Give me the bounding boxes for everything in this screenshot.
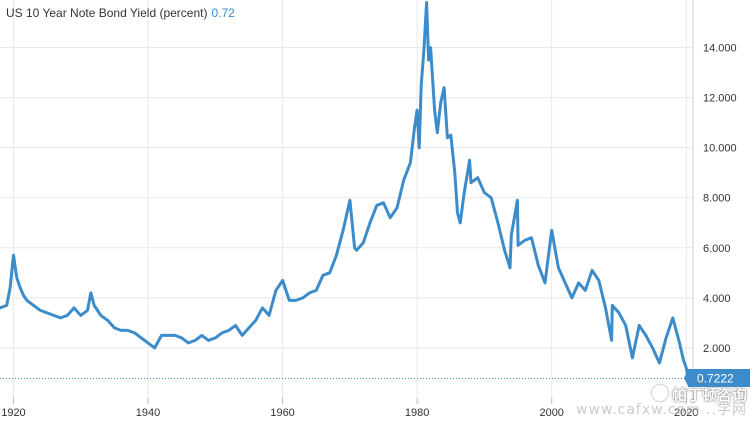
x-tick-label-5: 2020	[674, 407, 698, 419]
y-axis-tick-labels: 2.000 4.000 6.000 8.000 10.000 12.000 14.000	[703, 43, 737, 355]
y-tick-label-0: 2.000	[703, 343, 731, 355]
x-tick-label-4: 2000	[539, 407, 563, 419]
watermark: 帕丁顿咨询 www.cafxw.com ..学网	[576, 384, 747, 419]
y-tick-label-3: 8.000	[703, 193, 731, 205]
y-tick-label-6: 14.000	[703, 43, 737, 55]
y-tick-label-4: 10.000	[703, 143, 737, 155]
chart-series-layer	[0, 1, 690, 382]
x-axis-tick-labels: 1920 1940 1960 1980 2000 2020	[1, 407, 698, 419]
x-tick-label-3: 1980	[405, 407, 429, 419]
x-tick-label-2: 1960	[270, 407, 294, 419]
yield-series-line	[0, 1, 690, 382]
y-tick-label-2: 6.000	[703, 243, 731, 255]
x-tick-label-0: 1920	[1, 407, 25, 419]
watermark-brand: 帕丁顿咨询	[576, 384, 747, 404]
y-tick-label-5: 12.000	[703, 93, 737, 105]
chart-title: US 10 Year Note Bond Yield (percent) 0.72	[6, 6, 235, 20]
last-value-badge-text: 0.7222	[697, 372, 734, 386]
y-tick-label-1: 4.000	[703, 293, 731, 305]
x-tick-label-1: 1940	[136, 407, 160, 419]
chart-title-label: US 10 Year Note Bond Yield (percent)	[6, 6, 208, 20]
last-value-badge: 0.7222	[684, 369, 750, 387]
last-value-badge-pointer	[684, 370, 688, 386]
chart-title-current-value: 0.72	[211, 6, 235, 20]
chart-gridlines	[0, 0, 693, 404]
watermark-url: www.cafxw.com ..学网	[576, 402, 747, 419]
last-value-badge-bg	[688, 369, 750, 387]
watermark-brand-text: 帕丁顿咨询	[671, 385, 747, 404]
wechat-icon	[651, 384, 668, 401]
